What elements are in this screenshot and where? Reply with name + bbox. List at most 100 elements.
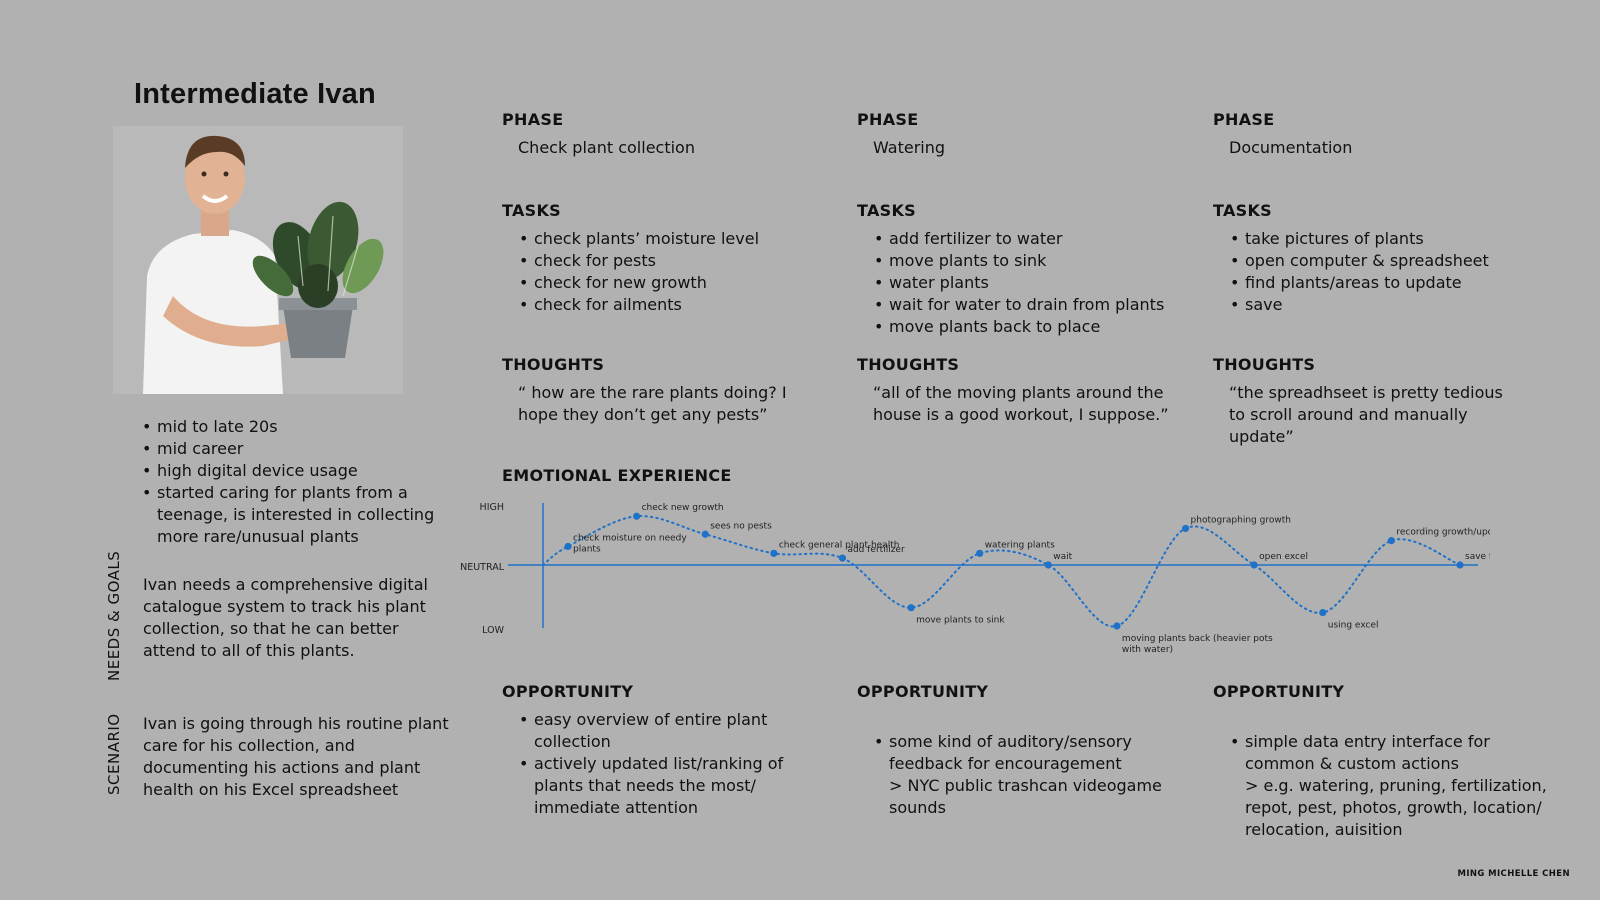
persona-facts-list: mid to late 20s mid career high digital … (141, 416, 441, 548)
emotion-point-label: check new growth (642, 503, 724, 513)
task-item: move plants back to place (873, 316, 1187, 338)
phase-name: Watering (873, 138, 946, 157)
emotion-point-label: check general plant health (779, 540, 900, 550)
opportunity-list: simple data entry interface for common &… (1213, 709, 1549, 863)
persona-fact: high digital device usage (141, 460, 441, 482)
author-credit: MING MICHELLE CHEN (1457, 869, 1570, 879)
task-item: find plants/areas to update (1229, 272, 1543, 294)
thoughts-column-2: THOUGHTS “all of the moving plants aroun… (857, 355, 1187, 426)
persona-fact: started caring for plants from a teenage… (141, 482, 441, 548)
emotion-point (838, 554, 847, 562)
emotion-point (907, 604, 915, 612)
persona-fact: mid to late 20s (141, 416, 441, 438)
task-item: take pictures of plants (1229, 228, 1543, 250)
thoughts-text: “all of the moving plants around the hou… (873, 383, 1169, 424)
emotion-point (1319, 608, 1327, 617)
task-item: check for pests (518, 250, 832, 272)
task-item: move plants to sink (873, 250, 1187, 272)
emotional-experience-chart: HIGH NEUTRAL LOW check moisture on needypla… (460, 502, 1490, 655)
emotion-point (1250, 561, 1258, 569)
tasks-column-3: TASKS take pictures of plants open compu… (1213, 201, 1543, 316)
tasks-heading: TASKS (1213, 201, 1272, 220)
emotion-point (1456, 561, 1464, 569)
task-item: water plants (873, 272, 1187, 294)
y-level-label: NEUTRAL (460, 562, 505, 573)
emotion-point-label: using excel (1328, 621, 1379, 631)
opportunity-list: some kind of auditory/sensory feedback f… (857, 709, 1163, 841)
persona-name: Intermediate Ivan (134, 78, 376, 110)
opportunity-heading: OPPORTUNITY (1213, 682, 1345, 701)
opportunity-item: some kind of auditory/sensory feedback f… (873, 731, 1163, 819)
emotion-point-label: open excel (1259, 552, 1308, 562)
emotion-point-label: plants (573, 544, 601, 554)
emotion-curve (542, 515, 1461, 628)
opportunity-item: simple data entry interface for common &… (1229, 731, 1549, 841)
y-level-label: HIGH (480, 502, 504, 513)
opportunity-heading: OPPORTUNITY (857, 682, 989, 701)
emotion-point-label: add fertilizer (847, 545, 904, 555)
tasks-heading: TASKS (857, 201, 916, 220)
phase-column-2: PHASE Watering (857, 110, 1187, 159)
needs-goals-text: Ivan needs a comprehensive digital catal… (143, 575, 428, 660)
thoughts-heading: THOUGHTS (1213, 355, 1316, 374)
task-item: wait for water to drain from plants (873, 294, 1187, 316)
task-item: check for ailments (518, 294, 832, 316)
scenario-label: SCENARIO (105, 713, 123, 795)
emotion-point-label: photographing growth (1191, 515, 1291, 525)
opportunity-column-1: OPPORTUNITY easy overview of entire plan… (502, 682, 832, 819)
emotion-point (633, 512, 641, 520)
tasks-heading: TASKS (502, 201, 561, 220)
task-item: check plants’ moisture level (518, 228, 832, 250)
thoughts-column-3: THOUGHTS “the spreadhseet is pretty tedi… (1213, 355, 1543, 448)
emotion-point (701, 530, 709, 538)
emotion-point-label: sees no pests (710, 521, 772, 531)
opportunity-item: actively updated list/ranking of plants … (518, 753, 788, 819)
phase-column-1: PHASE Check plant collection (502, 110, 832, 159)
opportunity-list: easy overview of entire plant collection… (502, 709, 788, 819)
tasks-column-2: TASKS add fertilizer to water move plant… (857, 201, 1187, 338)
thoughts-text: “ how are the rare plants doing? I hope … (518, 383, 787, 424)
thoughts-heading: THOUGHTS (502, 355, 605, 374)
persona-photo (113, 126, 403, 394)
emotion-point (1044, 561, 1052, 569)
scenario-text: Ivan is going through his routine plant … (143, 714, 449, 799)
task-item: save (1229, 294, 1543, 316)
opportunity-column-3: OPPORTUNITY simple data entry interface … (1213, 682, 1547, 863)
emotion-point (976, 549, 984, 557)
phase-heading: PHASE (857, 110, 919, 129)
emotion-point (1387, 537, 1395, 545)
emotion-point-label: move plants to sink (916, 616, 1005, 626)
emotion-point (1181, 524, 1190, 533)
thoughts-column-1: THOUGHTS “ how are the rare plants doing… (502, 355, 832, 426)
thoughts-heading: THOUGHTS (857, 355, 960, 374)
phase-name: Check plant collection (518, 138, 695, 157)
phase-heading: PHASE (1213, 110, 1275, 129)
opportunity-heading: OPPORTUNITY (502, 682, 634, 701)
opportunity-item: easy overview of entire plant collection (518, 709, 788, 753)
needs-goals-label: NEEDS & GOALS (105, 550, 123, 681)
phase-name: Documentation (1229, 138, 1353, 157)
tasks-list: take pictures of plants open computer & … (1213, 228, 1543, 316)
task-item: check for new growth (518, 272, 832, 294)
tasks-list: add fertilizer to water move plants to s… (857, 228, 1187, 338)
opportunity-column-2: OPPORTUNITY some kind of auditory/sensor… (857, 682, 1187, 841)
emotion-point-label: save file (1465, 552, 1490, 562)
emotional-experience-heading: EMOTIONAL EXPERIENCE (502, 466, 732, 485)
emotion-point (1113, 622, 1121, 630)
phase-column-3: PHASE Documentation (1213, 110, 1543, 159)
emotion-point-label: check moisture on needy (573, 533, 687, 543)
persona-photo-illustration (113, 126, 403, 394)
emotion-point-label: recording growth/update data (1396, 528, 1490, 538)
emotion-point (770, 549, 778, 557)
tasks-list: check plants’ moisture level check for p… (502, 228, 832, 316)
tasks-column-1: TASKS check plants’ moisture level check… (502, 201, 832, 316)
phase-heading: PHASE (502, 110, 564, 129)
emotion-point-label: moving plants back (heavier pots (1122, 634, 1273, 644)
y-level-label: LOW (482, 625, 504, 636)
persona-fact: mid career (141, 438, 441, 460)
emotion-point (564, 542, 572, 551)
emotion-point-label: watering plants (985, 540, 1055, 550)
emotion-point-label: with water) (1122, 645, 1173, 655)
thoughts-text: “the spreadhseet is pretty tedious to sc… (1229, 383, 1503, 446)
task-item: add fertilizer to water (873, 228, 1187, 250)
